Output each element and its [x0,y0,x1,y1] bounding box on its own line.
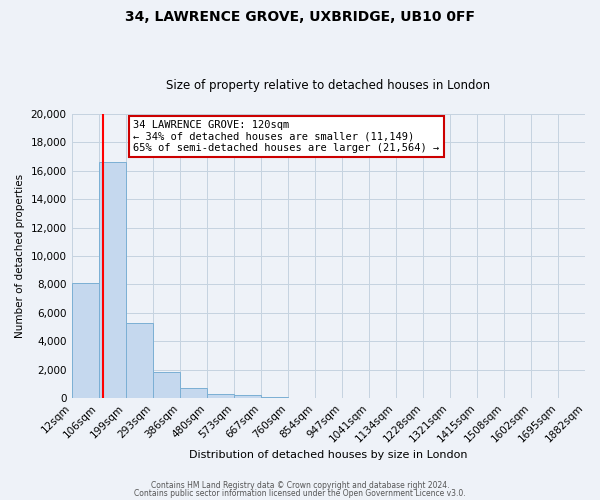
Bar [99,162,125,398]
Title: Size of property relative to detached houses in London: Size of property relative to detached ho… [166,79,490,92]
Text: 34, LAWRENCE GROVE, UXBRIDGE, UB10 0FF: 34, LAWRENCE GROVE, UXBRIDGE, UB10 0FF [125,10,475,24]
Bar [261,396,287,398]
Bar [207,394,233,398]
Bar [153,372,179,398]
X-axis label: Distribution of detached houses by size in London: Distribution of detached houses by size … [189,450,467,460]
Bar [233,395,261,398]
Bar [125,323,153,398]
Bar [179,388,207,398]
Text: 34 LAWRENCE GROVE: 120sqm
← 34% of detached houses are smaller (11,149)
65% of s: 34 LAWRENCE GROVE: 120sqm ← 34% of detac… [133,120,439,153]
Text: Contains public sector information licensed under the Open Government Licence v3: Contains public sector information licen… [134,488,466,498]
Bar [71,283,99,398]
Y-axis label: Number of detached properties: Number of detached properties [15,174,25,338]
Text: Contains HM Land Registry data © Crown copyright and database right 2024.: Contains HM Land Registry data © Crown c… [151,481,449,490]
